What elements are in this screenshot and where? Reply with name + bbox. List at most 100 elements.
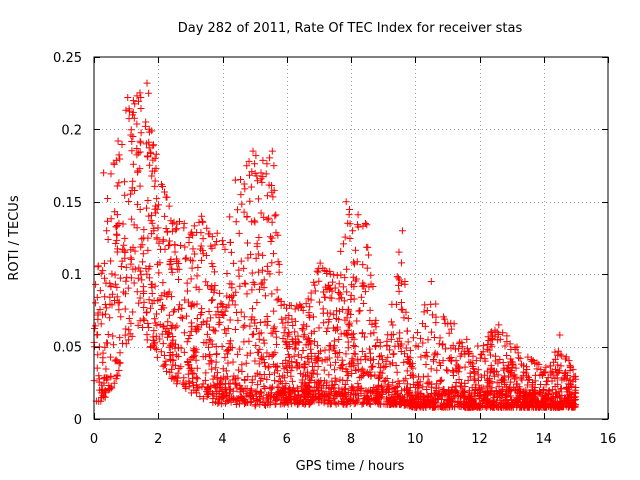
data-point [121,234,129,242]
data-point [436,392,444,400]
data-point [485,336,493,344]
data-point [181,255,189,263]
data-point [140,287,148,295]
data-point [198,256,206,264]
data-point [234,396,242,404]
data-point [126,190,134,198]
data-point [302,300,310,308]
data-point [279,372,287,380]
data-point [113,221,121,229]
data-point [228,293,236,301]
data-point [151,315,159,323]
data-point [346,397,354,405]
data-point [129,308,137,316]
data-point [189,353,197,361]
data-point [272,341,280,349]
data-point [320,319,328,327]
data-point [290,395,298,403]
data-point [524,373,532,381]
data-point [551,348,559,356]
data-point [345,360,353,368]
data-point [479,348,487,356]
data-point [347,311,355,319]
data-point [263,192,271,200]
data-point [103,227,111,235]
y-tick-label: 0.25 [53,51,82,66]
data-point [509,372,517,380]
data-point [531,393,539,401]
data-point [235,272,243,280]
data-point [133,288,141,296]
data-point [95,397,103,405]
data-point [316,298,324,306]
data-point [165,202,173,210]
data-point [187,275,195,283]
data-point [180,374,188,382]
data-point [255,234,263,242]
data-point [204,343,212,351]
data-point [268,147,276,155]
data-point [321,346,329,354]
data-point [377,400,385,408]
data-point [227,398,235,406]
data-point [308,370,316,378]
data-point [438,396,446,404]
data-point [232,218,240,226]
data-point [372,316,380,324]
data-point [104,235,112,243]
data-point [153,235,161,243]
data-point [365,251,373,259]
data-point [226,316,234,324]
data-point [326,270,334,278]
data-point [458,343,466,351]
data-point [507,346,515,354]
data-point [345,211,353,219]
data-point [182,254,190,262]
data-point [230,372,238,380]
data-point [561,395,569,403]
data-point [101,310,109,318]
data-point [479,400,487,408]
data-point [561,355,569,363]
data-point [455,368,463,376]
data-point [168,227,176,235]
data-point [110,341,118,349]
data-point [248,331,256,339]
data-point [246,398,254,406]
data-point [436,377,444,385]
data-point [102,304,110,312]
data-point [450,320,458,328]
data-point [193,300,201,308]
data-point [267,237,275,245]
data-point [493,379,501,387]
data-point [255,268,263,276]
data-point [306,313,314,321]
data-point [189,378,197,386]
data-point [169,308,177,316]
data-point [223,269,231,277]
data-point [400,377,408,385]
data-point [424,396,432,404]
data-point [512,394,520,402]
data-point [329,344,337,352]
data-point [470,402,478,410]
data-point [134,274,142,282]
data-point [202,339,210,347]
data-point [208,282,216,290]
data-point [282,364,290,372]
data-point [211,382,219,390]
data-point [486,351,494,359]
data-point [223,350,231,358]
data-point [367,363,375,371]
data-point [405,355,413,363]
data-point [366,368,374,376]
data-point [122,277,130,285]
data-point [242,359,250,367]
data-point [398,227,406,235]
data-point [113,371,121,379]
data-point [389,350,397,358]
data-point [192,381,200,389]
data-point [176,242,184,250]
y-axis-label: ROTI / TECUs [7,195,22,280]
